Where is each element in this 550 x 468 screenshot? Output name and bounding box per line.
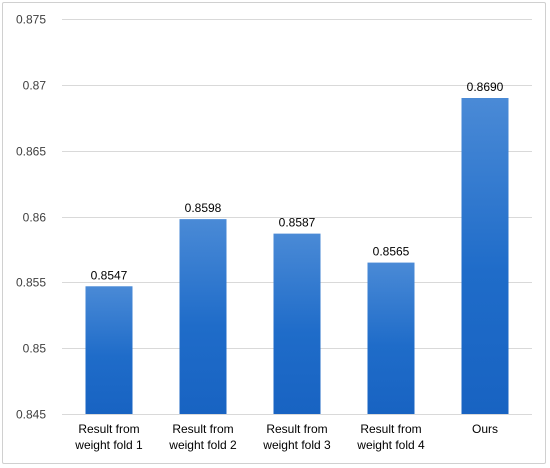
y-axis-tick-labels: 0.845 0.85 0.855 0.86 0.865 0.87 0.875 [16, 13, 46, 422]
x-category-label: Result from weight fold 2 [168, 422, 237, 452]
data-label: 0.8547 [91, 268, 128, 282]
y-tick-label: 0.85 [23, 342, 47, 356]
x-category-label: Result from weight fold 1 [74, 422, 143, 452]
gridlines [62, 19, 532, 415]
y-tick-label: 0.845 [16, 408, 46, 422]
bar [85, 286, 133, 414]
bar [179, 219, 227, 414]
bars [85, 98, 509, 414]
data-label: 0.8587 [279, 216, 316, 230]
y-tick-label: 0.855 [16, 276, 46, 290]
y-tick-label: 0.87 [23, 79, 47, 93]
data-label: 0.8690 [467, 80, 504, 94]
y-tick-label: 0.875 [16, 13, 46, 27]
bar [367, 262, 415, 414]
x-category-label: Result from weight fold 3 [262, 422, 331, 452]
y-tick-label: 0.86 [23, 211, 47, 225]
x-axis-category-labels: Result from weight fold 1 Result from weigh… [74, 422, 498, 452]
bar [273, 233, 321, 414]
bar [461, 98, 509, 414]
x-category-label: Ours [472, 422, 498, 436]
data-labels: 0.8547 0.8598 0.8587 0.8565 0.8690 [91, 80, 504, 282]
data-label: 0.8565 [373, 245, 410, 259]
data-label: 0.8598 [185, 201, 222, 215]
y-tick-label: 0.865 [16, 145, 46, 159]
x-category-label: Result from weight fold 4 [356, 422, 425, 452]
